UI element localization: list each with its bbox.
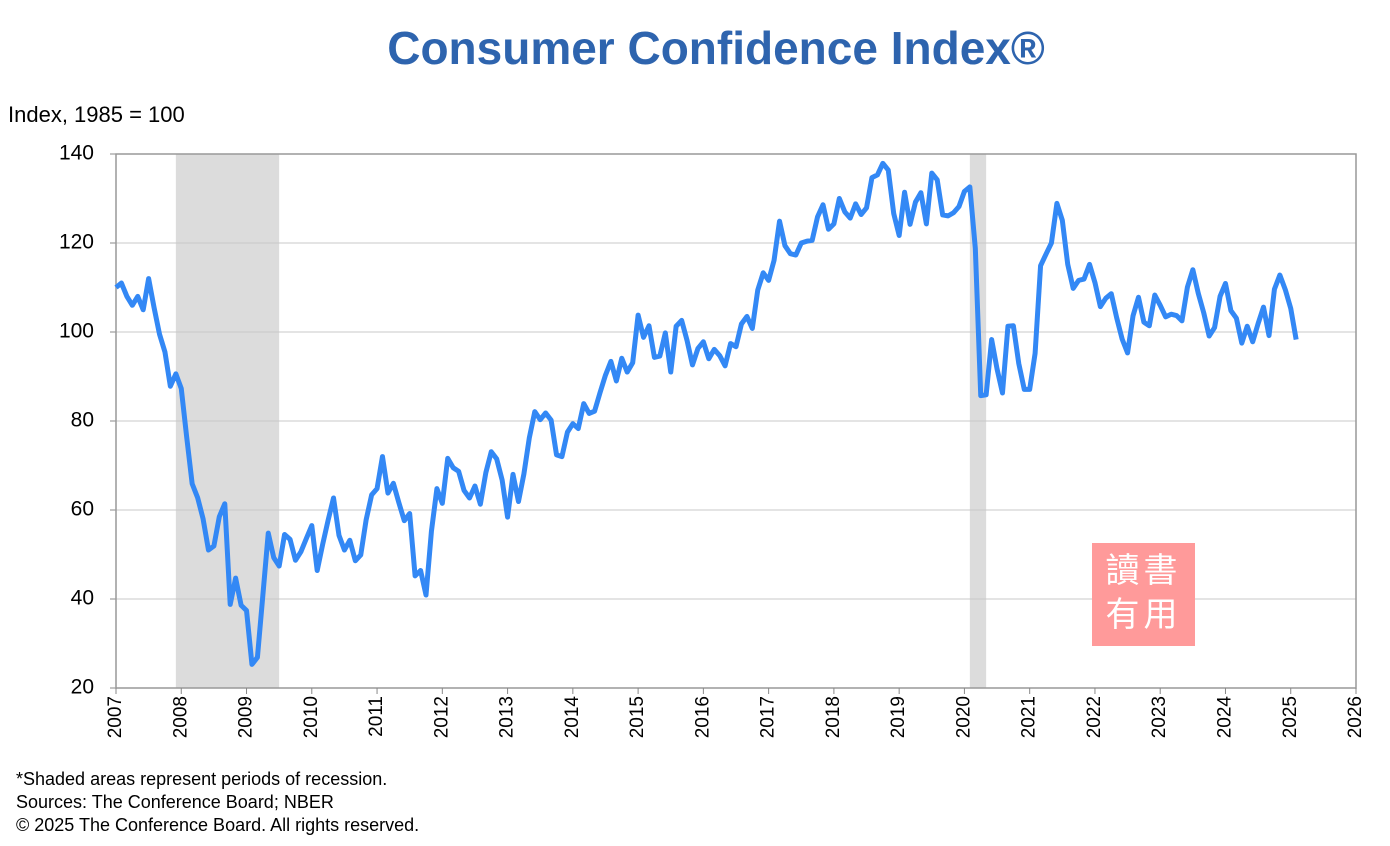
y-tick-label: 40 — [71, 587, 94, 610]
watermark-text: 讀書 — [1105, 551, 1182, 591]
watermark-text: 有用 — [1105, 595, 1182, 635]
chart-title: Consumer Confidence Index® — [387, 22, 1045, 74]
x-tick-label: 2023 — [1149, 696, 1170, 738]
x-tick-label: 2010 — [301, 696, 322, 738]
x-tick-label: 2014 — [562, 696, 583, 739]
x-tick-label: 2020 — [953, 696, 974, 738]
y-tick-label: 100 — [59, 320, 94, 343]
x-tick-label: 2024 — [1214, 696, 1235, 739]
x-tick-label: 2013 — [497, 696, 518, 738]
x-tick-label: 2017 — [758, 696, 779, 738]
x-tick-label: 2021 — [1019, 696, 1040, 738]
y-tick-label: 120 — [59, 231, 94, 254]
x-tick-label: 2019 — [888, 696, 909, 738]
note: Sources: The Conference Board; NBER — [16, 792, 334, 812]
x-tick-label: 2015 — [627, 696, 648, 738]
y-tick-label: 140 — [59, 142, 94, 165]
x-tick-label: 2011 — [366, 696, 387, 737]
watermark: 讀書 有用 — [1092, 543, 1195, 646]
data-line — [114, 160, 1299, 667]
plot-border — [115, 153, 1357, 689]
x-tick-label: 2012 — [431, 696, 452, 738]
x-tick-label: 2025 — [1280, 696, 1301, 738]
y-axis-label: Index, 1985 = 100 — [8, 102, 185, 127]
y-tick-label: 60 — [71, 498, 94, 521]
x-tick-label: 2009 — [236, 696, 257, 738]
x-tick-label: 2018 — [823, 696, 844, 738]
x-tick-label: 2016 — [692, 696, 713, 738]
x-tick-label: 2008 — [170, 696, 191, 738]
x-tick-label: 2026 — [1345, 696, 1366, 738]
y-tick-label: 20 — [71, 676, 94, 699]
x-tick-label: 2022 — [1084, 696, 1105, 738]
x-tick-label: 2007 — [105, 696, 126, 738]
note: *Shaded areas represent periods of reces… — [16, 769, 387, 789]
y-tick-label: 80 — [71, 409, 94, 432]
note: © 2025 The Conference Board. All rights … — [16, 815, 419, 835]
